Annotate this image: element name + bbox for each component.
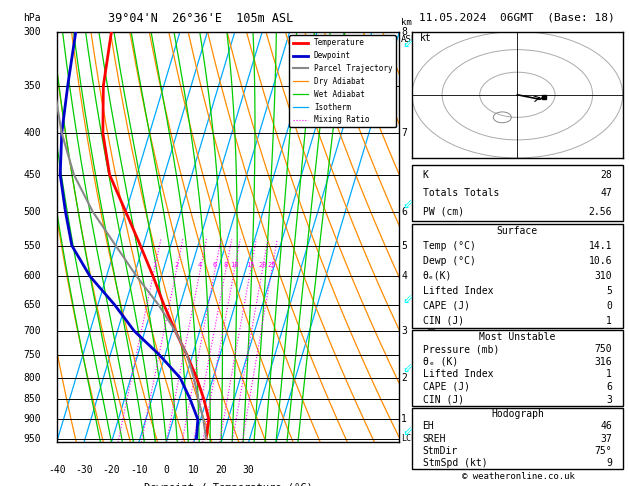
Text: 1: 1 <box>606 369 612 380</box>
Text: 750: 750 <box>594 344 612 354</box>
Text: 10: 10 <box>230 262 238 268</box>
Text: Dewpoint / Temperature (°C): Dewpoint / Temperature (°C) <box>143 483 313 486</box>
Text: CAPE (J): CAPE (J) <box>423 382 469 392</box>
Text: 6: 6 <box>401 207 407 217</box>
Text: 4: 4 <box>198 262 203 268</box>
Text: 14.1: 14.1 <box>589 241 612 251</box>
Text: ⇙: ⇙ <box>403 293 413 306</box>
Text: 25: 25 <box>267 262 276 268</box>
Text: 800: 800 <box>23 373 41 383</box>
Text: θₑ (K): θₑ (K) <box>423 357 458 367</box>
Text: 47: 47 <box>601 188 612 198</box>
Text: 5: 5 <box>401 241 407 251</box>
Text: 600: 600 <box>23 271 41 281</box>
Legend: Temperature, Dewpoint, Parcel Trajectory, Dry Adiabat, Wet Adiabat, Isotherm, Mi: Temperature, Dewpoint, Parcel Trajectory… <box>289 35 396 127</box>
Text: 1: 1 <box>606 315 612 326</box>
Text: ⇙: ⇙ <box>403 363 413 376</box>
Text: K: K <box>423 170 428 179</box>
Text: 8: 8 <box>401 27 407 36</box>
Text: 30: 30 <box>243 465 255 475</box>
Text: kt: kt <box>420 33 431 43</box>
Text: ⇙: ⇙ <box>403 36 413 50</box>
FancyBboxPatch shape <box>412 330 623 406</box>
Text: Dewp (°C): Dewp (°C) <box>423 256 476 266</box>
Text: ASL: ASL <box>401 35 417 44</box>
Text: 46: 46 <box>601 421 612 432</box>
Text: 3: 3 <box>401 326 407 336</box>
Text: θₑ(K): θₑ(K) <box>423 271 452 281</box>
Text: 10.6: 10.6 <box>589 256 612 266</box>
Text: 6: 6 <box>606 382 612 392</box>
Text: 550: 550 <box>23 241 41 251</box>
Text: 1: 1 <box>401 415 407 424</box>
Text: Hodograph: Hodograph <box>491 409 544 419</box>
Text: CIN (J): CIN (J) <box>423 315 464 326</box>
Text: 10: 10 <box>188 465 199 475</box>
Text: 900: 900 <box>23 415 41 424</box>
Text: Totals Totals: Totals Totals <box>423 188 499 198</box>
Text: Pressure (mb): Pressure (mb) <box>423 344 499 354</box>
Text: 2.56: 2.56 <box>589 207 612 217</box>
Text: © weatheronline.co.uk: © weatheronline.co.uk <box>462 472 576 481</box>
Text: 3: 3 <box>606 395 612 404</box>
Text: 39°04'N  26°36'E  105m ASL: 39°04'N 26°36'E 105m ASL <box>108 12 293 25</box>
Text: 5: 5 <box>606 286 612 296</box>
Text: 310: 310 <box>594 271 612 281</box>
Text: 500: 500 <box>23 207 41 217</box>
Text: 950: 950 <box>23 434 41 444</box>
Text: EH: EH <box>423 421 434 432</box>
Text: LCL: LCL <box>401 434 416 443</box>
Text: CIN (J): CIN (J) <box>423 395 464 404</box>
Text: -10: -10 <box>130 465 148 475</box>
FancyBboxPatch shape <box>412 408 623 469</box>
Text: 7: 7 <box>401 128 407 138</box>
Text: PW (cm): PW (cm) <box>423 207 464 217</box>
FancyBboxPatch shape <box>412 165 623 221</box>
Text: ⇙: ⇙ <box>403 425 413 437</box>
Text: 316: 316 <box>594 357 612 367</box>
Text: 37: 37 <box>601 434 612 444</box>
Text: 0: 0 <box>606 301 612 311</box>
Text: 450: 450 <box>23 170 41 180</box>
Text: -20: -20 <box>103 465 120 475</box>
Text: Temp (°C): Temp (°C) <box>423 241 476 251</box>
Text: CAPE (J): CAPE (J) <box>423 301 469 311</box>
Text: 300: 300 <box>23 27 41 36</box>
Text: 2: 2 <box>401 373 407 383</box>
Text: 11.05.2024  06GMT  (Base: 18): 11.05.2024 06GMT (Base: 18) <box>420 12 615 22</box>
FancyBboxPatch shape <box>412 224 623 328</box>
Text: Mixing Ratio (g/kg): Mixing Ratio (g/kg) <box>429 227 438 329</box>
Text: 4: 4 <box>401 271 407 281</box>
Text: 750: 750 <box>23 350 41 360</box>
Text: ⇙: ⇙ <box>403 198 413 211</box>
Text: StmSpd (kt): StmSpd (kt) <box>423 458 487 468</box>
Text: Lifted Index: Lifted Index <box>423 369 493 380</box>
Text: 700: 700 <box>23 326 41 336</box>
Text: 75°: 75° <box>594 446 612 456</box>
Text: km: km <box>401 18 412 28</box>
Text: 20: 20 <box>215 465 227 475</box>
Text: 850: 850 <box>23 394 41 404</box>
Text: SREH: SREH <box>423 434 446 444</box>
Text: StmDir: StmDir <box>423 446 458 456</box>
Text: Surface: Surface <box>497 226 538 236</box>
Text: 20: 20 <box>258 262 267 268</box>
Text: 8: 8 <box>224 262 228 268</box>
Text: 6: 6 <box>213 262 217 268</box>
Text: 1: 1 <box>152 262 157 268</box>
Text: 650: 650 <box>23 299 41 310</box>
Text: 28: 28 <box>601 170 612 179</box>
Text: hPa: hPa <box>23 14 41 23</box>
Text: Most Unstable: Most Unstable <box>479 332 555 342</box>
Text: Lifted Index: Lifted Index <box>423 286 493 296</box>
Text: 0: 0 <box>164 465 169 475</box>
Text: 15: 15 <box>246 262 255 268</box>
Text: 350: 350 <box>23 81 41 91</box>
Text: 400: 400 <box>23 128 41 138</box>
Text: 9: 9 <box>606 458 612 468</box>
Text: -40: -40 <box>48 465 65 475</box>
Text: 2: 2 <box>174 262 179 268</box>
Text: -30: -30 <box>75 465 93 475</box>
